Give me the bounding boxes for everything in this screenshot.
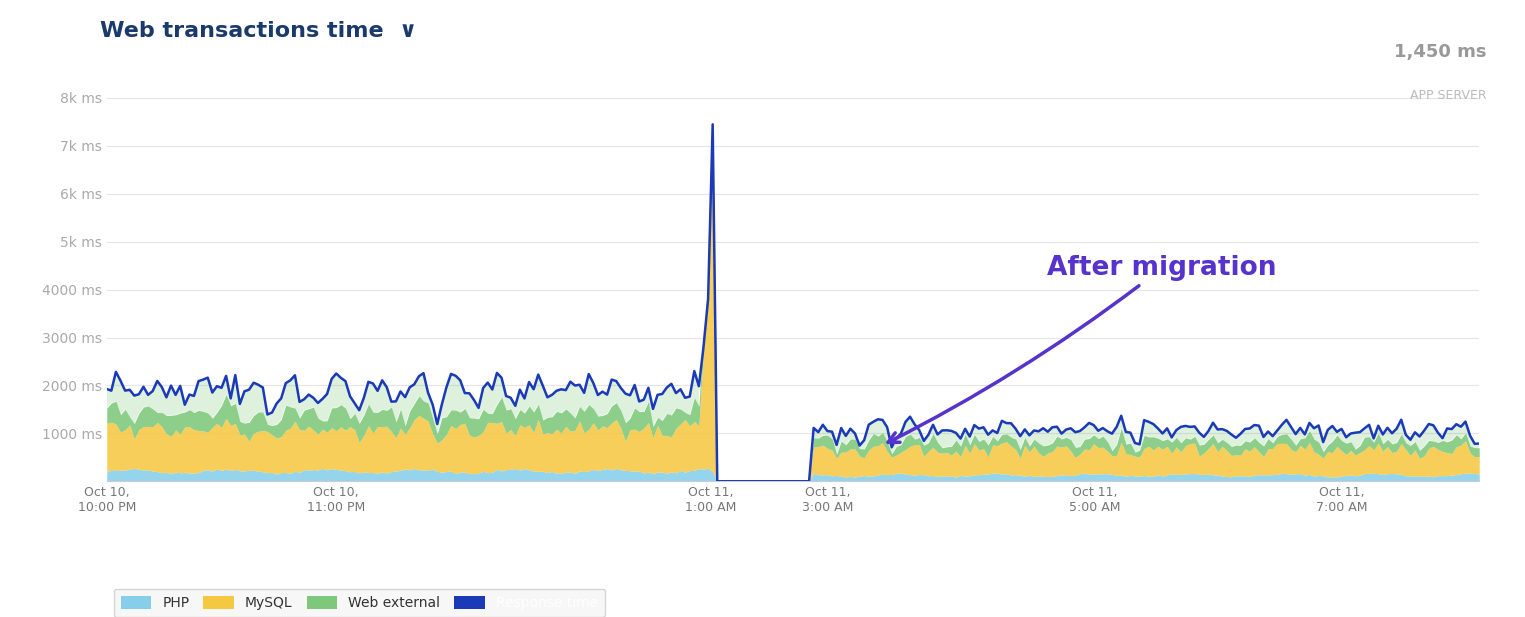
Text: APP SERVER: APP SERVER xyxy=(1411,89,1487,102)
Text: Web transactions time  ∨: Web transactions time ∨ xyxy=(101,21,418,41)
Legend: PHP, MySQL, Web external, Response time: PHP, MySQL, Web external, Response time xyxy=(114,589,605,617)
Text: 1,450 ms: 1,450 ms xyxy=(1394,43,1487,61)
Text: After migration: After migration xyxy=(888,255,1276,442)
